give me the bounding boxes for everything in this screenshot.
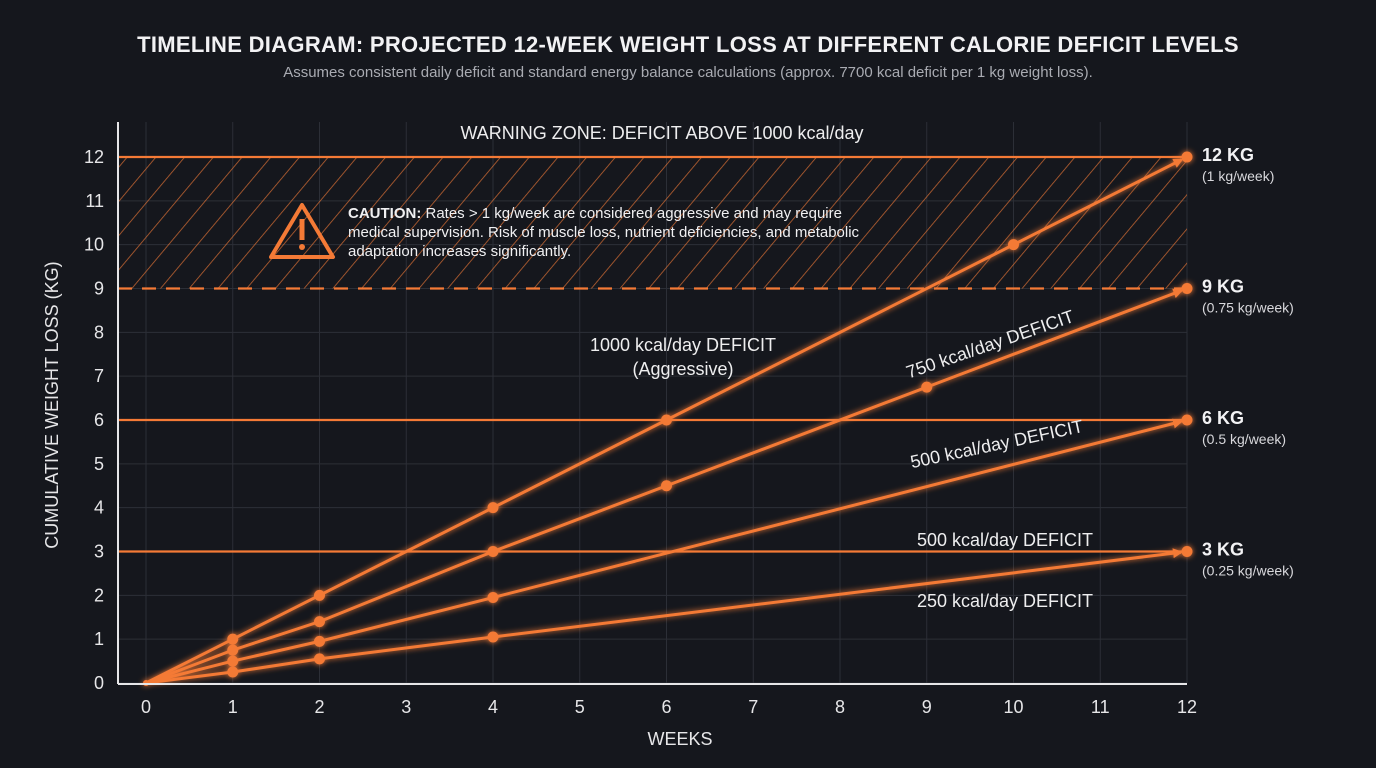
end-label-rate: (1 kg/week)	[1202, 168, 1274, 184]
x-tick-label: 1	[228, 697, 238, 717]
warning-zone-label: WARNING ZONE: DEFICIT ABOVE 1000 kcal/da…	[460, 123, 863, 143]
data-point	[227, 633, 239, 645]
data-point	[487, 502, 499, 514]
y-tick-label: 5	[94, 454, 104, 474]
y-tick-label: 11	[85, 191, 104, 211]
line-label-1000: 1000 kcal/day DEFICIT	[590, 335, 776, 355]
line-label-250: 250 kcal/day DEFICIT	[917, 591, 1093, 611]
series-line-segment	[318, 550, 494, 624]
data-point	[487, 592, 499, 604]
series-line-segment	[232, 593, 321, 641]
caution-body: Rates > 1 kg/week are considered aggress…	[348, 205, 860, 260]
series-line-segment	[232, 639, 320, 663]
warning-triangle-icon	[269, 203, 335, 259]
x-tick-label: 10	[1003, 697, 1023, 717]
end-label-value: 9 KG	[1202, 277, 1244, 297]
line-label-500-lower: 500 kcal/day DEFICIT	[917, 530, 1093, 550]
series-line-segment	[232, 657, 320, 674]
y-tick-label: 4	[94, 498, 104, 518]
data-point	[661, 414, 672, 426]
data-point	[1181, 414, 1193, 426]
data-point	[227, 655, 239, 667]
data-point	[314, 589, 325, 601]
data-point	[227, 644, 239, 656]
data-point	[921, 381, 933, 393]
series-line-segment	[319, 596, 494, 643]
data-point	[1181, 151, 1193, 163]
series-line-segment	[145, 670, 233, 685]
series-line-segment	[492, 418, 1184, 599]
series-line-segment	[319, 635, 494, 661]
data-point	[661, 480, 672, 492]
series-line-segment	[318, 506, 494, 597]
y-tick-label: 2	[94, 585, 104, 605]
x-tick-label: 3	[401, 697, 411, 717]
end-label-rate: (0.5 kg/week)	[1202, 431, 1286, 447]
y-tick-label: 9	[94, 279, 104, 299]
chart-title: TIMELINE DIAGRAM: PROJECTED 12-WEEK WEIG…	[137, 32, 1239, 57]
x-tick-label: 9	[922, 697, 932, 717]
series-line-segment	[492, 548, 1184, 639]
data-point	[1008, 239, 1019, 251]
end-label-value: 12 KG	[1202, 145, 1254, 165]
data-point	[227, 666, 239, 678]
y-tick-label: 1	[94, 629, 104, 649]
x-tick-label: 7	[748, 697, 758, 717]
x-tick-label: 11	[1091, 697, 1110, 717]
y-axis-label: CUMULATIVE WEIGHT LOSS (KG)	[42, 261, 62, 548]
data-point	[1181, 546, 1193, 557]
y-tick-label: 3	[94, 542, 104, 562]
x-tick-label: 4	[488, 697, 498, 717]
series-line-segment	[665, 385, 928, 488]
y-tick-label: 8	[94, 322, 104, 342]
end-label-rate: (0.25 kg/week)	[1202, 563, 1294, 579]
end-label-value: 3 KG	[1202, 540, 1244, 560]
caution-lead: CAUTION:	[348, 205, 422, 222]
series-line-segment	[145, 648, 234, 685]
series-line-segment	[492, 418, 668, 510]
x-tick-label: 12	[1177, 697, 1197, 717]
data-point	[314, 653, 325, 665]
end-label-rate: (0.75 kg/week)	[1202, 300, 1294, 316]
data-point	[487, 631, 499, 643]
series-line-segment	[492, 484, 668, 553]
y-tick-label: 7	[94, 366, 104, 386]
end-label-value: 6 KG	[1202, 408, 1244, 428]
data-point	[487, 546, 499, 557]
y-tick-label: 0	[94, 673, 104, 693]
series-line-segment	[145, 637, 234, 685]
x-tick-label: 5	[575, 697, 585, 717]
series-line-segment	[926, 288, 1184, 389]
line-label-1000-note: (Aggressive)	[632, 359, 733, 379]
data-point	[314, 635, 325, 647]
warning-zone-hatch	[118, 157, 1187, 289]
data-point	[314, 616, 325, 628]
data-point	[1181, 283, 1193, 294]
chart-subtitle: Assumes consistent daily deficit and sta…	[283, 64, 1093, 81]
y-tick-label: 12	[84, 147, 104, 167]
x-axis-label: WEEKS	[647, 729, 712, 749]
line-label-750: 750 kcal/day DEFICIT	[904, 306, 1077, 382]
y-tick-label: 6	[94, 410, 104, 430]
y-tick-label: 10	[84, 235, 104, 255]
x-tick-label: 8	[835, 697, 845, 717]
caution-text: CAUTION: Rates > 1 kg/week are considere…	[348, 204, 868, 261]
series-line-segment	[145, 659, 234, 685]
series-line-segment	[665, 243, 1015, 422]
x-tick-label: 6	[661, 697, 671, 717]
series-line-segment	[1012, 158, 1184, 247]
x-tick-label: 0	[141, 697, 151, 717]
x-tick-label: 2	[314, 697, 324, 717]
series-line-segment	[232, 620, 320, 652]
